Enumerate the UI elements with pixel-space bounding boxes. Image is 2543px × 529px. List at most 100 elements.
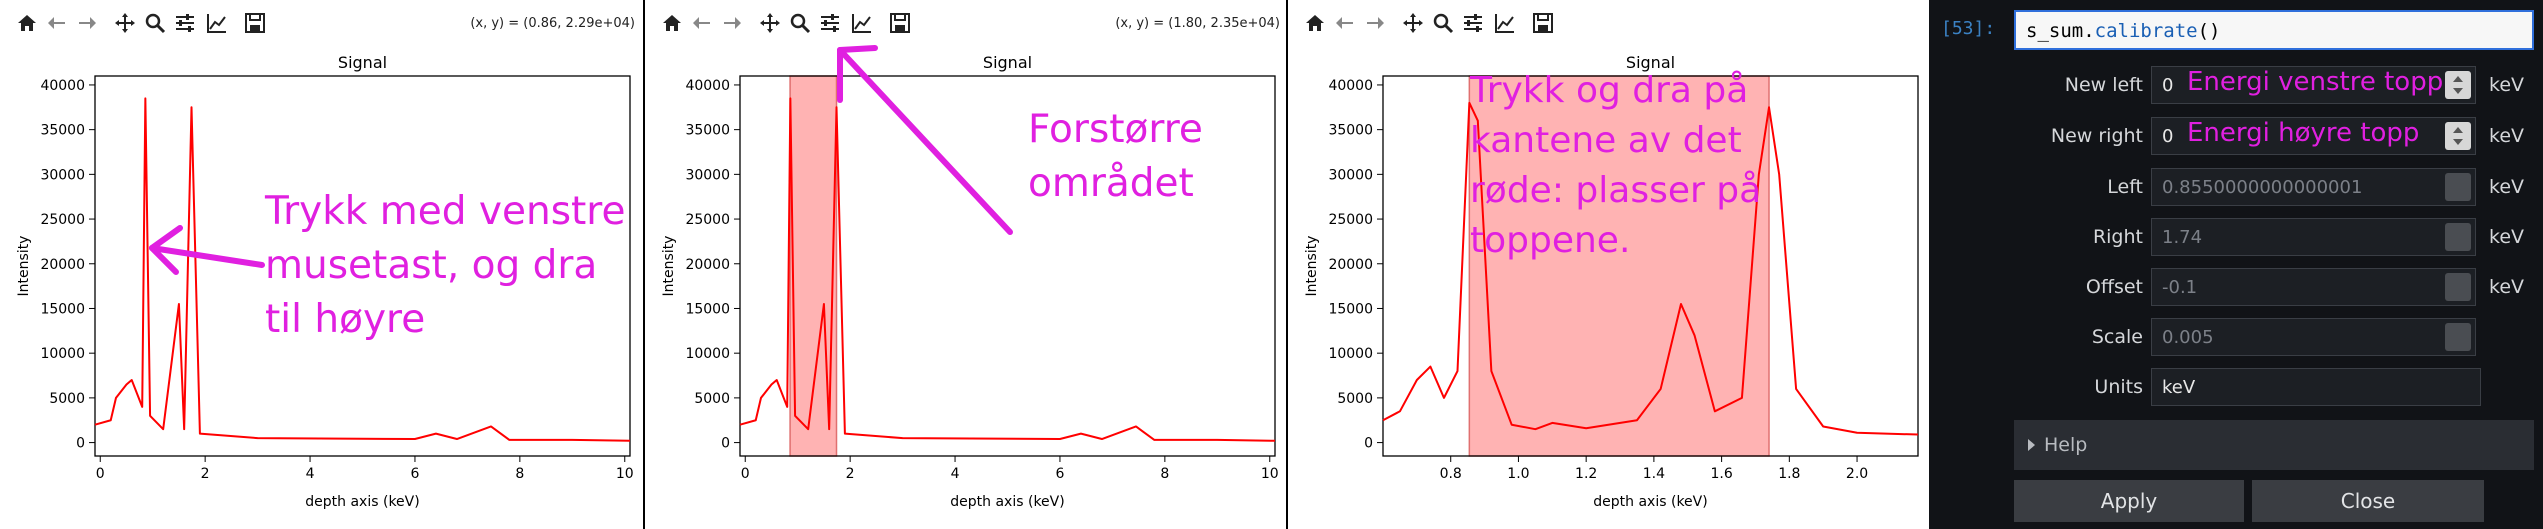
pan-icon[interactable] <box>110 8 140 38</box>
help-accordion[interactable]: Help <box>2014 420 2534 470</box>
x-tick-label: 1.6 <box>1710 466 1732 482</box>
units-input[interactable]: keV <box>2151 368 2481 406</box>
y-tick-label: 0 <box>1364 436 1373 452</box>
plot-svg[interactable]: Signal 0 2 4 6 8 10 0 5000 10000 15000 20000 25000 30… <box>645 46 1288 529</box>
pan-icon[interactable] <box>755 8 785 38</box>
back-arrow-icon[interactable] <box>1330 8 1360 38</box>
plot-window-2: (x, y) = (1.80, 2.35e+04) Signal 0 2 4 6 8 10 0… <box>643 0 1288 529</box>
offset-input: -0.1 <box>2151 268 2476 306</box>
save-icon[interactable] <box>885 8 915 38</box>
close-button[interactable]: Close <box>2252 480 2484 522</box>
zoom-icon[interactable] <box>785 8 815 38</box>
row-units: Units keV <box>1929 366 2543 408</box>
unit-label: keV <box>2489 125 2525 147</box>
y-tick-label: 20000 <box>685 257 730 273</box>
matplotlib-toolbar <box>645 0 1288 46</box>
edit-axis-icon[interactable] <box>202 8 232 38</box>
hint-annotation: Energi høyre topp <box>2187 118 2420 148</box>
y-tick-label: 10000 <box>40 346 85 362</box>
row-right: Right 1.74 keV <box>1929 216 2543 258</box>
home-icon[interactable] <box>1300 8 1330 38</box>
row-new-right: New right 0 Energi høyre topp keV <box>1929 115 2543 157</box>
y-tick-label: 15000 <box>40 301 85 317</box>
save-icon[interactable] <box>240 8 270 38</box>
y-tick-label: 5000 <box>1337 391 1373 407</box>
back-arrow-icon[interactable] <box>42 8 72 38</box>
annotation-text: Trykk med venstre musetast, og dra til h… <box>265 185 625 347</box>
code-object: s_sum. <box>2026 20 2095 42</box>
row-offset: Offset -0.1 keV <box>1929 266 2543 308</box>
back-arrow-icon[interactable] <box>687 8 717 38</box>
configure-subplots-icon[interactable] <box>815 8 845 38</box>
x-tick-label: 10 <box>616 466 634 482</box>
home-icon[interactable] <box>657 8 687 38</box>
signal-line <box>94 97 631 442</box>
zoom-icon[interactable] <box>140 8 170 38</box>
zoom-icon[interactable] <box>1428 8 1458 38</box>
forward-arrow-icon[interactable] <box>1360 8 1390 38</box>
spinner-icon[interactable] <box>2445 71 2471 99</box>
y-tick-label: 15000 <box>685 301 730 317</box>
annotation-line-2: musetast, og dra <box>265 243 598 288</box>
y-tick-label: 40000 <box>685 78 730 94</box>
x-axis-label: depth axis (keV) <box>1593 494 1707 510</box>
forward-arrow-icon[interactable] <box>72 8 102 38</box>
unit-label: keV <box>2489 176 2525 198</box>
selection-span[interactable] <box>1468 75 1770 457</box>
edit-axis-icon[interactable] <box>847 8 877 38</box>
annotation-line-2: området <box>1028 161 1194 206</box>
forward-arrow-icon[interactable] <box>717 8 747 38</box>
x-tick-label: 1.4 <box>1643 466 1665 482</box>
x-tick-label: 4 <box>306 466 315 482</box>
spinner-icon <box>2445 323 2471 351</box>
x-tick-label: 0.8 <box>1440 466 1462 482</box>
y-tick-label: 35000 <box>685 123 730 139</box>
unit-label: keV <box>2489 74 2525 96</box>
x-tick-label: 8 <box>515 466 524 482</box>
code-cell[interactable]: s_sum.calibrate() <box>2014 10 2534 50</box>
new-left-input[interactable]: 0 Energi venstre topp <box>2151 66 2476 104</box>
pan-icon[interactable] <box>1398 8 1428 38</box>
y-tick-label: 0 <box>721 436 730 452</box>
annotation-line-3: røde: plasser på <box>1470 170 1762 211</box>
scale-input: 0.005 <box>2151 318 2476 356</box>
plot-svg[interactable]: Signal 0.8 1.0 1.2 1.4 1.6 1.8 2.0 0 5000 10000 150… <box>1288 46 1931 529</box>
field-label: New left <box>2064 74 2143 96</box>
x-tick-label: 1.8 <box>1778 466 1800 482</box>
annotation-line-2: kantene av det <box>1470 120 1742 161</box>
plot-svg[interactable]: Signal 0 2 4 6 8 10 0 5000 10000 15000 20000 25000 30… <box>0 46 643 529</box>
row-left: Left 0.8550000000000001 keV <box>1929 166 2543 208</box>
row-scale: Scale 0.005 <box>1929 316 2543 358</box>
apply-button[interactable]: Apply <box>2014 480 2244 522</box>
save-icon[interactable] <box>1528 8 1558 38</box>
configure-subplots-icon[interactable] <box>170 8 200 38</box>
right-input: 1.74 <box>2151 218 2476 256</box>
annotation-line-4: toppene. <box>1470 220 1631 261</box>
spinner-icon[interactable] <box>2445 122 2471 150</box>
arrow-head-b <box>149 245 179 275</box>
home-icon[interactable] <box>12 8 42 38</box>
edit-axis-icon[interactable] <box>1490 8 1520 38</box>
annotation-text: Forstørre området <box>1028 103 1203 211</box>
left-input: 0.8550000000000001 <box>2151 168 2476 206</box>
plot-window-3: Signal 0.8 1.0 1.2 1.4 1.6 1.8 2.0 0 5000 10000 150… <box>1286 0 1931 529</box>
y-tick-label: 30000 <box>685 167 730 183</box>
matplotlib-toolbar <box>1288 0 1931 46</box>
annotation-line-1: Forstørre <box>1028 107 1203 152</box>
y-tick-label: 35000 <box>40 123 85 139</box>
field-label: Scale <box>2091 326 2143 348</box>
spinner-icon <box>2445 223 2471 251</box>
field-value: 0 <box>2162 75 2174 96</box>
code-args: () <box>2197 20 2221 42</box>
x-tick-label: 0 <box>741 466 750 482</box>
annotation-line-3: til høyre <box>265 297 426 342</box>
matplotlib-toolbar <box>0 0 643 46</box>
axes-frame <box>739 75 1276 457</box>
new-right-input[interactable]: 0 Energi høyre topp <box>2151 117 2476 155</box>
configure-subplots-icon[interactable] <box>1458 8 1488 38</box>
axes-frame <box>94 75 631 457</box>
x-tick-label: 10 <box>1261 466 1279 482</box>
spinner-icon <box>2445 273 2471 301</box>
unit-label: keV <box>2489 276 2525 298</box>
signal-line <box>1382 101 1919 436</box>
